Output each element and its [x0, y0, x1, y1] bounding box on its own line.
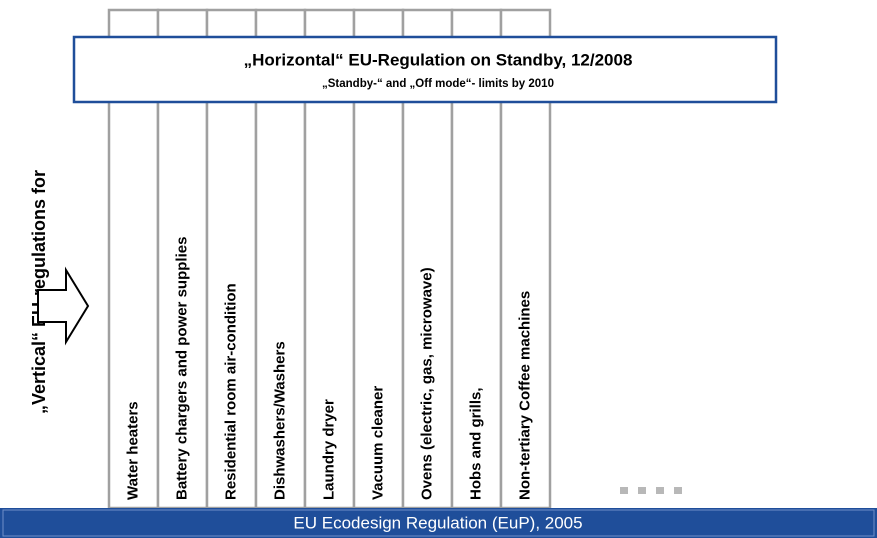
column-label: Water heaters: [124, 401, 141, 500]
column-label: Vacuum cleaner: [369, 386, 386, 500]
arrow: [37, 266, 90, 346]
footer-inner-border: [2, 509, 875, 537]
column-label: Residential room air-condition: [222, 283, 239, 500]
header-title: „Horizontal“ EU-Regulation on Standby, 1…: [244, 50, 633, 69]
footer-text: EU Ecodesign Regulation (EuP), 2005: [293, 513, 582, 532]
column-label: Battery chargers and power supplies: [173, 237, 190, 500]
more-dots: [620, 487, 682, 494]
column-label: Ovens (electric, gas, microwave): [418, 267, 435, 500]
column-label: Laundry dryer: [320, 399, 337, 500]
horizontal-box: [72, 35, 778, 104]
footer-bar: [0, 508, 877, 538]
header-subtitle: „Standby-“ and „Off mode“- limits by 201…: [322, 78, 554, 90]
columns: Water heaters Battery chargers and power …: [107, 8, 552, 510]
column-label: Dishwashers/Washers: [271, 341, 288, 500]
column-label: Non-tertiary Coffee machines: [516, 291, 533, 500]
column-label: Hobs and grills,: [467, 387, 484, 500]
